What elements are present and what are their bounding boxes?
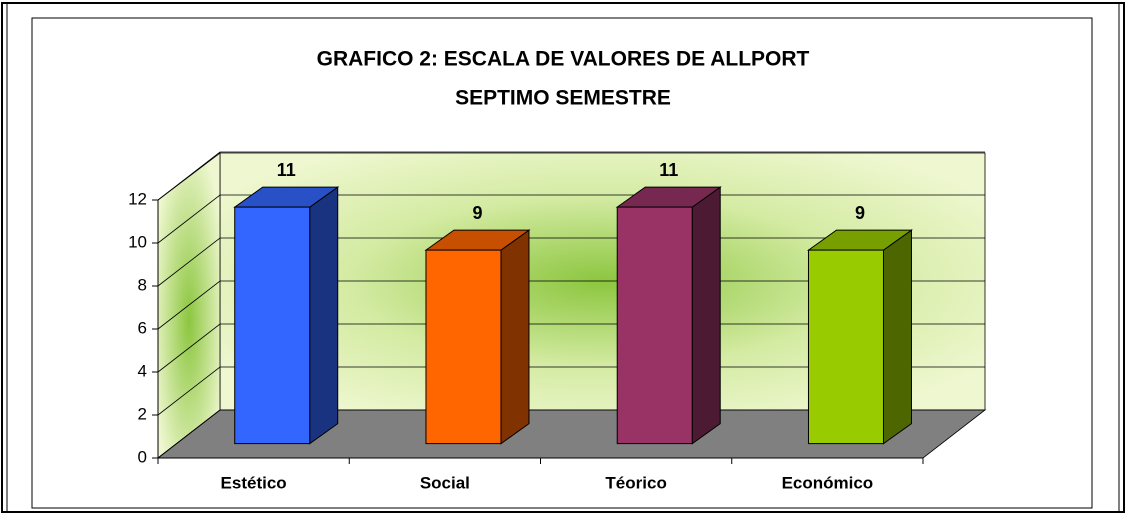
y-tick-label: 0 — [138, 447, 147, 466]
y-tick-label: 12 — [128, 189, 147, 208]
grid-line — [157, 409, 985, 459]
bar-side — [309, 186, 339, 445]
plot: 0 2 4 6 8 10 12 Estético 11 Social 9 Téorico 11 Econó… — [128, 151, 985, 492]
y-tick-label: 2 — [138, 404, 147, 423]
y-tick-label: 4 — [138, 361, 147, 380]
grid-line — [157, 323, 985, 373]
chart-title: SEPTIMO SEMESTRE — [455, 87, 671, 110]
x-tick-label: Téorico — [605, 473, 666, 492]
grid-line — [157, 237, 985, 287]
value-label: 11 — [659, 160, 678, 180]
outer-frame-inner — [6, 2, 1120, 513]
grid-line — [157, 366, 985, 416]
grid-line — [157, 151, 985, 201]
x-tick-label: Estético — [221, 473, 287, 492]
x-tick-label: Económico — [782, 473, 874, 492]
bar — [234, 206, 311, 445]
y-tick-label: 8 — [138, 275, 147, 294]
y-tick-label: 10 — [128, 232, 147, 251]
chart-title: GRAFICO 2: ESCALA DE VALORES DE ALLPORT — [317, 48, 810, 71]
bar-side — [691, 186, 721, 445]
grid-line — [157, 194, 985, 244]
y-tick-label: 6 — [138, 318, 147, 337]
bar-side — [882, 229, 912, 445]
bar — [616, 206, 693, 445]
value-label: 11 — [277, 160, 296, 180]
bar-side — [500, 229, 530, 445]
value-label: 9 — [855, 203, 865, 223]
grid-line — [157, 280, 985, 330]
bar — [425, 249, 502, 445]
value-label: 9 — [472, 203, 482, 223]
x-tick-label: Social — [420, 473, 470, 492]
bar — [807, 249, 884, 445]
